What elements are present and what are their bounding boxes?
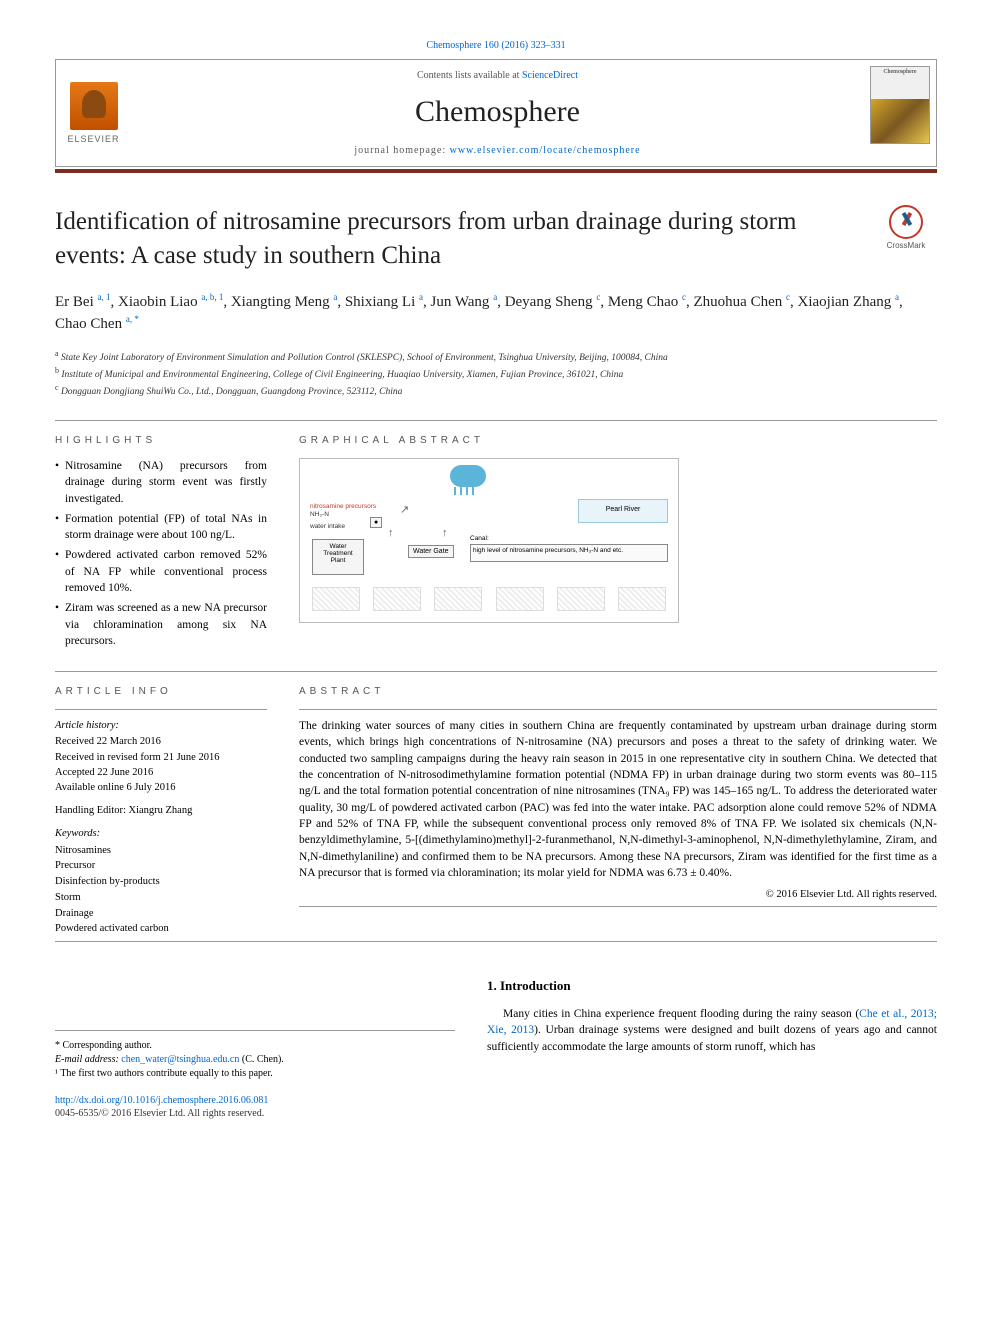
affiliation-line: a State Key Joint Laboratory of Environm… bbox=[55, 348, 937, 365]
divider-bar bbox=[55, 169, 937, 173]
ga-label-intake: water intake bbox=[310, 523, 345, 530]
intro-text: Many cities in China experience frequent… bbox=[487, 1006, 937, 1055]
crossmark-badge[interactable]: CrossMark bbox=[875, 205, 937, 250]
graphical-abstract-label: GRAPHICAL ABSTRACT bbox=[299, 435, 937, 446]
crossmark-text: CrossMark bbox=[875, 241, 937, 250]
molecule-icon bbox=[557, 587, 605, 611]
intro-post: ). Urban drainage systems were designed … bbox=[487, 1024, 937, 1052]
arrow-up-icon: ↑ bbox=[388, 527, 394, 539]
article-title: Identification of nitrosamine precursors… bbox=[55, 205, 855, 273]
affiliations: a State Key Joint Laboratory of Environm… bbox=[55, 348, 937, 400]
ga-canal-box: high level of nitrosamine precursors, NH… bbox=[470, 544, 668, 562]
keyword-item: Powdered activated carbon bbox=[55, 921, 267, 937]
crossmark-icon bbox=[889, 205, 923, 239]
received-date: Received 22 March 2016 bbox=[55, 734, 267, 749]
keywords-label: Keywords: bbox=[55, 826, 267, 841]
molecule-icon bbox=[434, 587, 482, 611]
keywords-list: NitrosaminesPrecursorDisinfection by-pro… bbox=[55, 843, 267, 938]
ga-label-nh3: NH₃-N bbox=[310, 511, 329, 518]
ga-plant: Water Treatment Plant bbox=[312, 539, 364, 575]
keyword-item: Nitrosamines bbox=[55, 843, 267, 859]
article-info: Article history: Received 22 March 2016 … bbox=[55, 718, 267, 937]
doi-link[interactable]: http://dx.doi.org/10.1016/j.chemosphere.… bbox=[55, 1095, 937, 1106]
cover-art bbox=[871, 99, 929, 143]
keyword-item: Disinfection by-products bbox=[55, 874, 267, 890]
keyword-item: Storm bbox=[55, 890, 267, 906]
arrow-icon: ↗ bbox=[400, 503, 409, 516]
ga-label-precursors: nitrosamine precursors bbox=[310, 503, 376, 510]
abstract-label: ABSTRACT bbox=[299, 686, 937, 697]
divider bbox=[299, 906, 937, 907]
abstract-text: The drinking water sources of many citie… bbox=[299, 718, 937, 881]
authors: Er Bei a, 1, Xiaobin Liao a, b, 1, Xiang… bbox=[55, 291, 937, 336]
arrow-up-icon: ↑ bbox=[442, 527, 448, 539]
email-link[interactable]: chen_water@tsinghua.edu.cn bbox=[121, 1054, 239, 1065]
highlight-item: Formation potential (FP) of total NAs in… bbox=[55, 511, 267, 544]
accepted-date: Accepted 22 June 2016 bbox=[55, 765, 267, 780]
molecule-icon bbox=[312, 587, 360, 611]
corresponding-note: * Corresponding author. bbox=[55, 1039, 455, 1053]
divider bbox=[55, 671, 937, 672]
history-label: Article history: bbox=[55, 718, 267, 733]
sciencedirect-link[interactable]: ScienceDirect bbox=[522, 70, 578, 81]
divider bbox=[299, 709, 937, 710]
header-banner: ELSEVIER Contents lists available at Sci… bbox=[55, 59, 937, 167]
citation[interactable]: Chemosphere 160 (2016) 323–331 bbox=[55, 40, 937, 51]
keyword-item: Precursor bbox=[55, 858, 267, 874]
email-line: E-mail address: chen_water@tsinghua.edu.… bbox=[55, 1053, 455, 1067]
equal-contribution-note: ¹ The first two authors contribute equal… bbox=[55, 1067, 455, 1081]
ga-molecules bbox=[312, 584, 666, 614]
affiliation-line: c Dongguan Dongjiang ShuiWu Co., Ltd., D… bbox=[55, 382, 937, 399]
keyword-item: Drainage bbox=[55, 906, 267, 922]
molecule-icon bbox=[373, 587, 421, 611]
affiliation-line: b Institute of Municipal and Environment… bbox=[55, 365, 937, 382]
homepage-link[interactable]: www.elsevier.com/locate/chemosphere bbox=[450, 145, 641, 156]
email-suffix: (C. Chen). bbox=[239, 1054, 283, 1065]
homepage-line: journal homepage: www.elsevier.com/locat… bbox=[151, 145, 844, 156]
highlight-item: Powdered activated carbon removed 52% of… bbox=[55, 547, 267, 597]
ga-river: Pearl River bbox=[578, 499, 668, 523]
highlight-item: Ziram was screened as a new NA precursor… bbox=[55, 600, 267, 650]
molecule-icon bbox=[618, 587, 666, 611]
graphical-abstract: nitrosamine precursors NH₃-N ↗ Pearl Riv… bbox=[299, 458, 679, 623]
ga-canal: Canal: high level of nitrosamine precurs… bbox=[470, 535, 668, 562]
divider bbox=[55, 420, 937, 421]
handling-editor: Handling Editor: Xiangru Zhang bbox=[55, 803, 267, 818]
email-label: E-mail address: bbox=[55, 1054, 121, 1065]
intro-pre: Many cities in China experience frequent… bbox=[503, 1008, 859, 1020]
intro-heading: 1. Introduction bbox=[487, 978, 937, 994]
online-date: Available online 6 July 2016 bbox=[55, 780, 267, 795]
molecule-icon bbox=[496, 587, 544, 611]
cover-thumbnail[interactable]: Chemosphere bbox=[864, 60, 936, 166]
homepage-prefix: journal homepage: bbox=[354, 145, 449, 156]
ga-intake-box: ● bbox=[370, 517, 382, 528]
footnotes: * Corresponding author. E-mail address: … bbox=[55, 1030, 455, 1081]
highlights-list: Nitrosamine (NA) precursors from drainag… bbox=[55, 458, 267, 650]
divider bbox=[55, 941, 937, 942]
copyright: © 2016 Elsevier Ltd. All rights reserved… bbox=[299, 889, 937, 900]
contents-prefix: Contents lists available at bbox=[417, 70, 522, 81]
issn-line: 0045-6535/© 2016 Elsevier Ltd. All right… bbox=[55, 1108, 937, 1119]
highlight-item: Nitrosamine (NA) precursors from drainag… bbox=[55, 458, 267, 508]
elsevier-text: ELSEVIER bbox=[67, 134, 119, 144]
cover-label: Chemosphere bbox=[871, 67, 929, 99]
banner-center: Contents lists available at ScienceDirec… bbox=[131, 60, 864, 166]
contents-line: Contents lists available at ScienceDirec… bbox=[151, 70, 844, 81]
ga-canal-label: Canal: bbox=[470, 535, 489, 542]
revised-date: Received in revised form 21 June 2016 bbox=[55, 750, 267, 765]
ga-gate: Water Gate bbox=[408, 545, 454, 558]
article-info-label: ARTICLE INFO bbox=[55, 686, 267, 697]
cloud-icon bbox=[450, 465, 486, 487]
highlights-label: HIGHLIGHTS bbox=[55, 435, 267, 446]
divider bbox=[55, 709, 267, 710]
elsevier-logo[interactable]: ELSEVIER bbox=[56, 60, 131, 166]
elsevier-tree-icon bbox=[70, 82, 118, 130]
cover-image-icon: Chemosphere bbox=[870, 66, 930, 144]
journal-name: Chemosphere bbox=[151, 95, 844, 129]
